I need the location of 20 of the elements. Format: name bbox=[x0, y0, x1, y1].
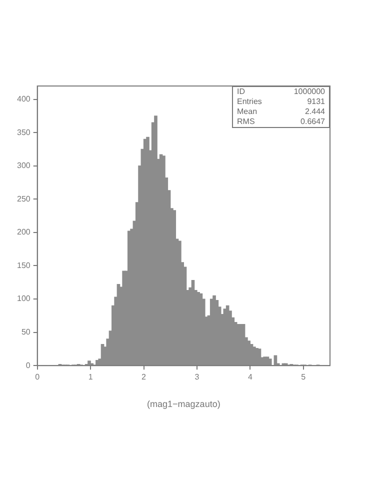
text: Entries 9131 bbox=[237, 97, 325, 106]
x-tick-label: 1 bbox=[88, 372, 94, 382]
y-tick-label: 0 bbox=[26, 360, 31, 370]
x-tick-label: 4 bbox=[248, 372, 253, 382]
x-tick-label: 3 bbox=[194, 372, 200, 382]
y-tick-label: 200 bbox=[16, 228, 31, 237]
x-tick-label: 5 bbox=[301, 372, 306, 382]
y-tick-label: 50 bbox=[21, 328, 31, 337]
x-axis-title: (mag1−magzauto) bbox=[147, 399, 220, 410]
y-tick-label: 300 bbox=[16, 161, 31, 170]
y-tick-label: 350 bbox=[16, 128, 31, 137]
text: ID 1000000 bbox=[237, 87, 325, 96]
y-tick-label: 400 bbox=[16, 94, 31, 104]
y-tick-label: 100 bbox=[16, 294, 31, 304]
x-tick-label: 0 bbox=[35, 372, 40, 382]
text: RMS 0.6647 bbox=[237, 117, 325, 126]
y-tick-label: 250 bbox=[16, 194, 31, 204]
text: Mean 2.444 bbox=[237, 107, 325, 116]
x-tick-label: 2 bbox=[142, 372, 147, 382]
y-tick-label: 150 bbox=[16, 260, 31, 270]
